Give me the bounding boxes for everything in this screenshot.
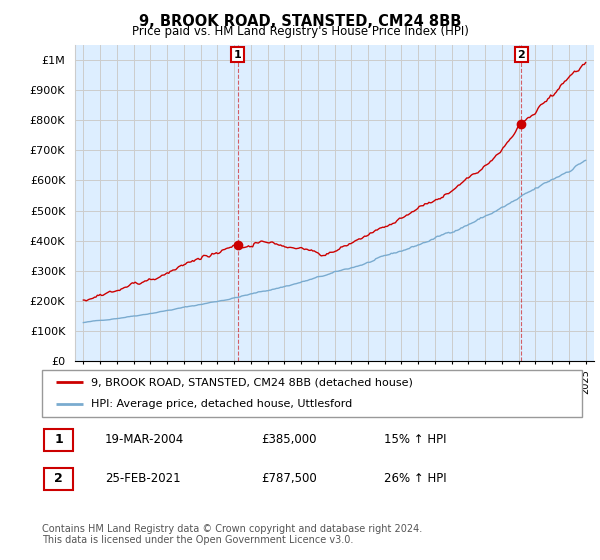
Text: 1: 1 [233,49,241,59]
Text: 9, BROOK ROAD, STANSTED, CM24 8BB: 9, BROOK ROAD, STANSTED, CM24 8BB [139,14,461,29]
FancyBboxPatch shape [42,370,582,417]
FancyBboxPatch shape [44,468,73,490]
Text: 2: 2 [54,472,63,486]
Text: 1: 1 [54,433,63,446]
Text: HPI: Average price, detached house, Uttlesford: HPI: Average price, detached house, Uttl… [91,399,352,409]
Text: 26% ↑ HPI: 26% ↑ HPI [384,472,446,486]
Text: 15% ↑ HPI: 15% ↑ HPI [384,433,446,446]
FancyBboxPatch shape [44,428,73,451]
Text: Price paid vs. HM Land Registry's House Price Index (HPI): Price paid vs. HM Land Registry's House … [131,25,469,38]
Text: 2: 2 [517,49,525,59]
Text: £385,000: £385,000 [261,433,317,446]
Text: £787,500: £787,500 [261,472,317,486]
Text: Contains HM Land Registry data © Crown copyright and database right 2024.
This d: Contains HM Land Registry data © Crown c… [42,524,422,545]
Text: 9, BROOK ROAD, STANSTED, CM24 8BB (detached house): 9, BROOK ROAD, STANSTED, CM24 8BB (detac… [91,377,412,388]
Text: 19-MAR-2004: 19-MAR-2004 [105,433,184,446]
Text: 25-FEB-2021: 25-FEB-2021 [105,472,181,486]
